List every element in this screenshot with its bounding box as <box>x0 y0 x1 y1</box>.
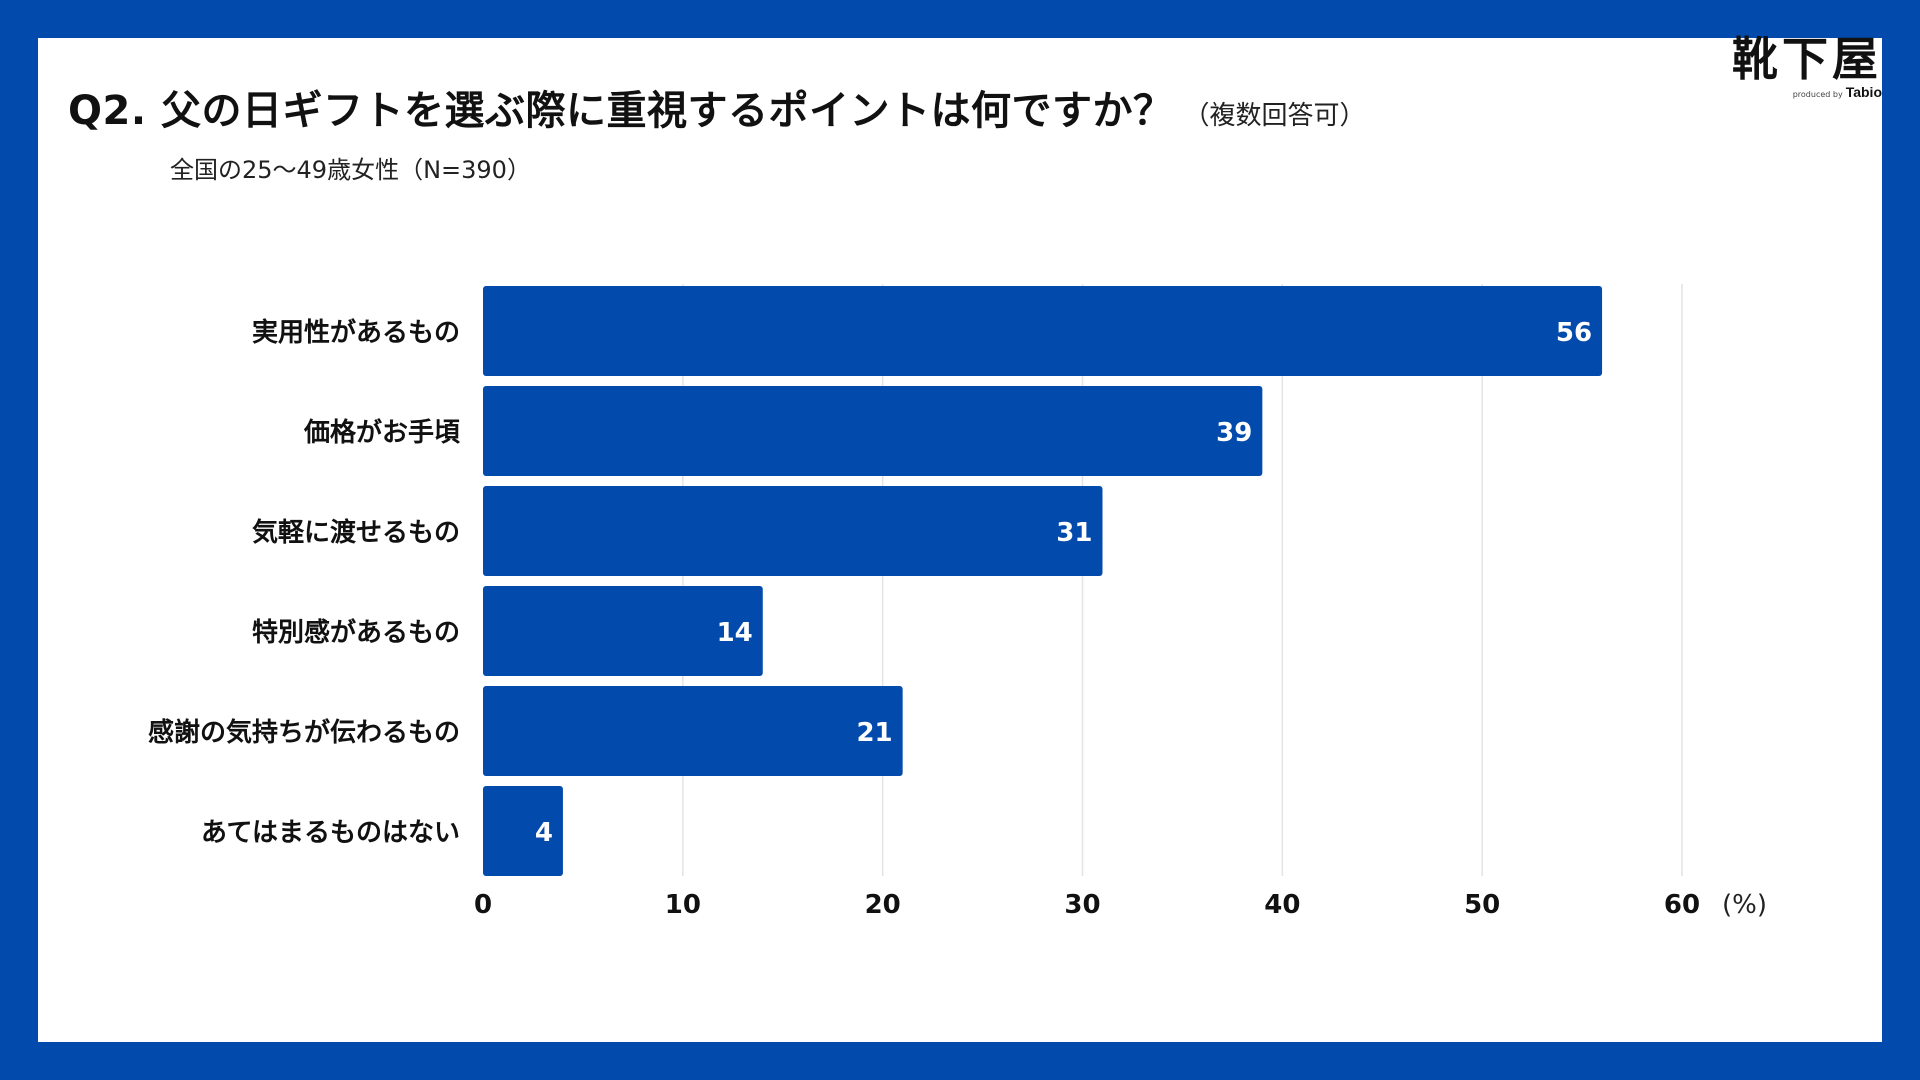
x-tick-label: 10 <box>665 890 701 920</box>
logo-brand: Tabio <box>1845 84 1882 100</box>
category-label: 気軽に渡せるもの <box>252 517 460 548</box>
bar <box>483 386 1263 476</box>
bar <box>483 686 903 776</box>
bar <box>483 786 563 876</box>
data-label: 14 <box>717 618 753 648</box>
chart-subtitle: 全国の25〜49歳女性（N=390） <box>170 156 531 184</box>
category-label: 実用性があるもの <box>252 317 460 348</box>
logo-main-text: 靴下屋 <box>1732 32 1882 86</box>
data-label: 21 <box>856 718 892 748</box>
chart-title: Q2. 父の日ギフトを選ぶ際に重視するポイントは何ですか？ <box>68 88 1174 134</box>
data-label: 31 <box>1056 518 1092 548</box>
bar <box>483 586 763 676</box>
data-label: 4 <box>535 818 553 848</box>
category-label: 価格がお手頃 <box>303 417 461 448</box>
data-label: 39 <box>1216 418 1252 448</box>
logo-sub: produced by Tabio <box>1732 84 1882 101</box>
x-tick-label: 60 <box>1664 890 1700 920</box>
x-unit-label: (%) <box>1722 890 1767 920</box>
x-tick-label: 20 <box>865 890 901 920</box>
bar <box>483 486 1103 576</box>
logo-produced-by: produced by <box>1792 90 1843 99</box>
category-label: 感謝の気持ちが伝わるもの <box>148 717 460 748</box>
bar <box>483 286 1603 376</box>
title-row: Q2. 父の日ギフトを選ぶ際に重視するポイントは何ですか？ （複数回答可） <box>68 78 1365 136</box>
x-tick-label: 30 <box>1064 890 1100 920</box>
brand-logo: 靴下屋 produced by Tabio <box>1732 36 1882 101</box>
x-tick-label: 40 <box>1264 890 1300 920</box>
category-label: 特別感があるもの <box>252 617 460 648</box>
x-tick-label: 0 <box>474 890 492 920</box>
x-tick-label: 50 <box>1464 890 1500 920</box>
title-note: （複数回答可） <box>1183 101 1366 131</box>
data-label: 56 <box>1556 318 1592 348</box>
category-label: あてはまるものはない <box>201 818 460 848</box>
